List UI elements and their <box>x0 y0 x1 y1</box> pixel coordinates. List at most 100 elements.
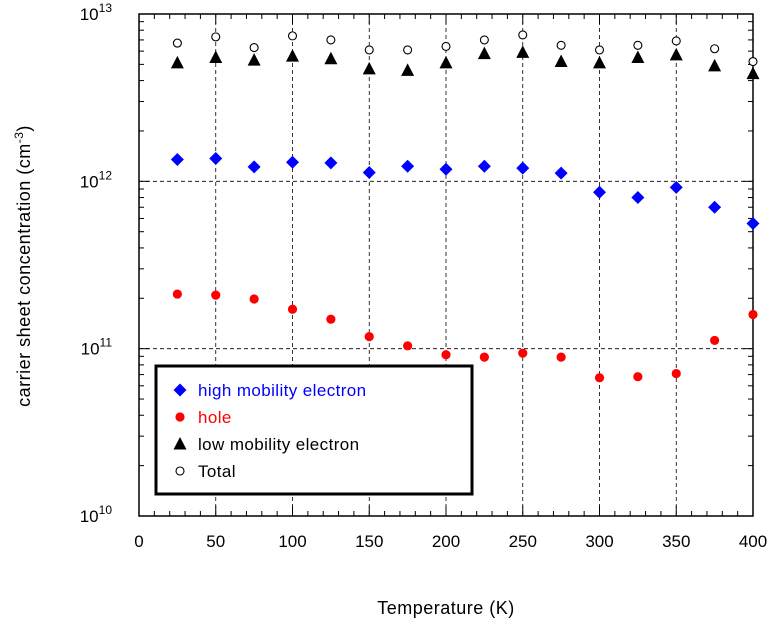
data-point-low-mobility-electron <box>669 47 683 61</box>
x-tick-labels: 0 50 100 150 200 250 300 350 400 <box>134 532 767 551</box>
data-point-total <box>479 35 489 45</box>
data-point-hole <box>556 352 566 362</box>
data-point-hole <box>287 304 298 314</box>
data-point-low-mobility-electron <box>708 58 722 72</box>
data-point-high-mobility-electron <box>477 159 491 173</box>
data-point-total <box>441 41 451 51</box>
data-point-hole <box>249 294 259 304</box>
data-point-low-mobility-electron <box>324 51 338 65</box>
data-point-total <box>364 45 374 55</box>
data-point-hole <box>671 368 681 379</box>
data-point-total <box>710 44 720 54</box>
plot-frame <box>138 13 754 517</box>
data-point-high-mobility-electron <box>669 180 683 194</box>
data-point-low-mobility-electron <box>593 55 606 69</box>
data-point-total <box>172 38 182 48</box>
data-point-hole <box>364 332 374 342</box>
data-point-low-mobility-electron <box>247 53 261 66</box>
legend-label-low-mobility-electron: low mobility electron <box>198 435 359 454</box>
data-point-low-mobility-electron <box>362 61 376 75</box>
data-point-total <box>633 40 643 50</box>
y-tick-base: 10 <box>80 5 99 24</box>
data-point-total <box>556 40 566 50</box>
legend-marker-hole <box>175 412 185 422</box>
data-point-total <box>518 30 528 40</box>
data-point-low-mobility-electron <box>170 55 184 69</box>
x-tick-label: 250 <box>509 532 537 551</box>
y-tick-base: 10 <box>80 172 99 191</box>
y-tick-label: 1010 <box>80 503 113 526</box>
series-low-mobility-electron <box>170 45 760 80</box>
data-point-high-mobility-electron <box>516 161 530 175</box>
x-tick-label: 50 <box>206 532 225 551</box>
data-point-hole <box>403 341 413 351</box>
y-tick-label: 1012 <box>80 168 113 191</box>
data-point-low-mobility-electron <box>209 50 223 63</box>
data-point-high-mobility-electron <box>170 153 184 167</box>
data-point-high-mobility-electron <box>209 151 223 165</box>
series-high-mobility-electron <box>170 151 760 230</box>
data-point-hole <box>441 350 451 360</box>
x-tick-label: 350 <box>662 532 690 551</box>
y-tick-exponent: 10 <box>99 503 113 517</box>
data-point-total <box>249 43 259 53</box>
data-point-hole <box>326 314 336 324</box>
y-axis-title: carrier sheet concentration (cm-3) <box>12 125 34 407</box>
data-point-low-mobility-electron <box>401 63 415 76</box>
y-tick-label: 1011 <box>81 336 113 359</box>
data-point-low-mobility-electron <box>516 45 530 58</box>
data-point-hole <box>748 309 758 320</box>
series-total <box>172 30 758 67</box>
legend-label-high-mobility-electron: high mobility electron <box>198 381 367 400</box>
series-hole <box>172 289 758 383</box>
data-point-total <box>748 56 758 67</box>
data-point-high-mobility-electron <box>247 160 261 174</box>
data-point-high-mobility-electron <box>708 200 722 214</box>
data-point-hole <box>710 335 720 346</box>
data-point-high-mobility-electron <box>324 156 338 170</box>
data-point-high-mobility-electron <box>362 165 376 179</box>
data-point-high-mobility-electron <box>554 166 568 180</box>
data-point-total <box>671 36 681 46</box>
y-tick-exponent: 13 <box>99 1 113 15</box>
legend-label-hole: hole <box>198 408 232 427</box>
data-point-hole <box>518 348 528 358</box>
y-tick-base: 10 <box>81 340 100 359</box>
data-point-hole <box>172 289 182 299</box>
data-point-total <box>211 32 221 42</box>
data-point-low-mobility-electron <box>477 46 491 60</box>
y-tick-exponent: 11 <box>100 336 113 350</box>
y-tick-exponent: 12 <box>99 168 113 182</box>
data-point-high-mobility-electron <box>631 191 645 205</box>
x-tick-label: 150 <box>355 532 383 551</box>
data-point-low-mobility-electron <box>631 50 645 63</box>
data-point-low-mobility-electron <box>746 66 760 80</box>
data-point-high-mobility-electron <box>593 185 606 199</box>
data-point-hole <box>211 290 221 300</box>
data-point-low-mobility-electron <box>286 49 299 62</box>
data-point-hole <box>633 372 643 382</box>
x-tick-label: 300 <box>585 532 613 551</box>
legend: high mobility electron hole low mobility e… <box>154 364 474 496</box>
legend-marker-high-mobility-electron <box>173 383 187 397</box>
legend-items: high mobility electron hole low mobility e… <box>173 381 367 481</box>
y-axis-title-main: carrier sheet concentration (cm <box>14 143 34 407</box>
x-tick-label: 0 <box>134 532 143 551</box>
legend-marker-low-mobility-electron <box>173 437 187 450</box>
data-point-hole <box>594 373 605 383</box>
data-point-high-mobility-electron <box>401 159 415 173</box>
y-tick-label: 1013 <box>80 1 113 24</box>
legend-marker-total <box>175 466 185 476</box>
y-axis-title-superscript: -3 <box>12 132 26 144</box>
y-axis-title-close: ) <box>14 125 34 132</box>
data-point-hole <box>479 352 489 362</box>
grid <box>139 14 753 516</box>
data-point-total <box>594 45 605 55</box>
x-tick-label: 200 <box>432 532 460 551</box>
legend-label-total: Total <box>198 462 236 481</box>
data-point-low-mobility-electron <box>439 55 453 69</box>
data-point-total <box>326 35 336 45</box>
